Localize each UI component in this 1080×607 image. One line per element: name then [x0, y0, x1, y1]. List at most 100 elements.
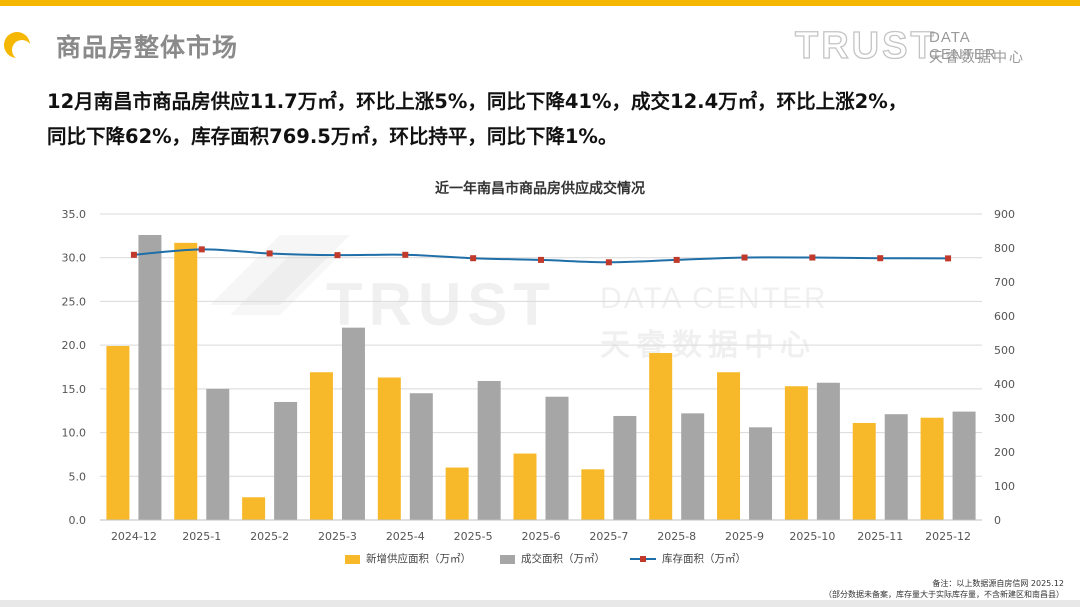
- deal-bar: [681, 413, 705, 520]
- y-right-tick-label: 400: [994, 378, 1015, 391]
- legend-swatch-deal: [500, 554, 515, 564]
- deal-bar: [341, 327, 365, 520]
- y-left-tick-label: 15.0: [62, 383, 87, 396]
- x-tick-label: 2025-7: [589, 530, 628, 543]
- inventory-point: [198, 246, 205, 253]
- deal-bar: [749, 427, 773, 520]
- deal-bar: [816, 382, 840, 520]
- x-tick-label: 2025-9: [725, 530, 764, 543]
- deal-bar: [545, 396, 569, 520]
- top-accent-bar: [0, 0, 1080, 6]
- inventory-point: [741, 254, 748, 261]
- legend-swatch-inventory: [630, 554, 656, 564]
- x-tick-label: 2025-11: [857, 530, 903, 543]
- legend-label-inventory: 库存面积（万㎡）: [662, 553, 746, 565]
- summary-line-2: 同比下降62%，库存面积769.5万㎡，环比持平，同比下降1%。: [47, 125, 618, 148]
- y-right-tick-label: 700: [994, 276, 1015, 289]
- y-right-tick-label: 200: [994, 446, 1015, 459]
- y-right-tick-label: 0: [994, 514, 1001, 527]
- brand-logo: TRUST DATA CENTER 天睿数据中心: [794, 25, 1035, 70]
- y-left-tick-label: 5.0: [69, 470, 87, 483]
- inventory-point: [809, 254, 816, 261]
- supply-bar: [513, 453, 537, 520]
- inventory-point: [402, 251, 409, 258]
- legend-item-inventory: 库存面积（万㎡）: [630, 551, 746, 566]
- y-left-tick-label: 25.0: [62, 295, 87, 308]
- x-tick-label: 2025-5: [454, 530, 493, 543]
- line-layer: [130, 246, 952, 266]
- inventory-point: [673, 256, 680, 263]
- chart-title: 近一年南昌市商品房供应成交情况: [435, 181, 645, 197]
- y-left-tick-label: 0.0: [69, 514, 87, 527]
- grid-layer: [100, 213, 982, 477]
- title-icon: [4, 32, 32, 60]
- deal-bar: [613, 415, 637, 520]
- supply-bar: [445, 467, 469, 520]
- y-right-tick-label: 500: [994, 344, 1015, 357]
- deal-bar: [138, 234, 162, 520]
- watermark-text: TRUST: [326, 271, 556, 338]
- supply-bar: [106, 346, 130, 520]
- logo-subtitle-cn: 天睿数据中心: [929, 50, 1025, 66]
- inventory-point: [130, 251, 137, 258]
- x-tick-label: 2025-3: [318, 530, 357, 543]
- page-title: 商品房整体市场: [56, 33, 239, 62]
- x-tick-label: 2025-6: [522, 530, 561, 543]
- y-right-tick-label: 800: [994, 242, 1015, 255]
- supply-bar: [581, 469, 605, 520]
- deal-bar: [206, 388, 230, 520]
- supply-bar: [717, 372, 741, 520]
- inventory-point: [266, 250, 273, 257]
- inventory-point: [945, 255, 952, 262]
- y-right-tick-label: 900: [994, 208, 1015, 221]
- supply-bar: [920, 417, 944, 520]
- legend-label-supply: 新增供应面积（万㎡）: [366, 553, 471, 565]
- inventory-point: [605, 259, 612, 266]
- x-tick-label: 2025-4: [386, 530, 425, 543]
- supply-bar: [309, 372, 333, 520]
- legend-swatch-supply: [345, 554, 360, 564]
- x-tick-label: 2025-1: [182, 530, 221, 543]
- deal-bar: [274, 401, 298, 520]
- inventory-point: [334, 252, 341, 259]
- y-left-tick-label: 10.0: [62, 427, 87, 440]
- y-right-tick-label: 100: [994, 480, 1015, 493]
- logo-wordmark: TRUST: [794, 25, 937, 67]
- supply-bar: [649, 353, 673, 520]
- supply-bar: [852, 422, 876, 520]
- y-right-tick-label: 600: [994, 310, 1015, 323]
- supply-deal-chart: 0.0 5.0 10.0 15.0 20.0 25.0 30.0 35.0 0 100 200 300…: [62, 208, 1016, 543]
- supply-bar: [377, 377, 401, 520]
- deal-bar: [884, 414, 908, 520]
- legend-item-supply: 新增供应面积（万㎡）: [345, 551, 471, 566]
- deal-bar: [409, 393, 433, 520]
- legend-item-deal: 成交面积（万㎡）: [500, 551, 605, 566]
- y-left-tick-label: 30.0: [62, 252, 87, 265]
- watermark-subtitle-en: DATA CENTER: [600, 282, 828, 315]
- inventory-point: [877, 255, 884, 262]
- x-tick-label: 2025-2: [250, 530, 289, 543]
- footnote-disclaimer: （部分数据未备案，库存量大于实际库存量，不含新建区和南昌县）: [824, 590, 1064, 599]
- y-right-tick-label: 300: [994, 412, 1015, 425]
- x-tick-label: 2024-12: [111, 530, 157, 543]
- x-tick-label: 2025-10: [789, 530, 835, 543]
- axis-layer: 0.0 5.0 10.0 15.0 20.0 25.0 30.0 35.0 0 100 200 300…: [62, 208, 1016, 543]
- legend-label-deal: 成交面积（万㎡）: [521, 553, 605, 565]
- x-tick-label: 2025-12: [925, 530, 971, 543]
- footnote-source: 备注：以上数据源自房信网 2025.12: [932, 579, 1064, 588]
- y-left-tick-label: 20.0: [62, 339, 87, 352]
- deal-bar: [952, 411, 976, 520]
- supply-bar: [784, 386, 808, 520]
- summary-line-1: 12月南昌市商品房供应11.7万㎡，环比上涨5%，同比下降41%，成交12.4万…: [47, 90, 908, 113]
- y-left-tick-label: 35.0: [62, 208, 87, 221]
- supply-bar: [174, 242, 198, 520]
- bar-layer: [106, 234, 976, 520]
- summary-text: 12月南昌市商品房供应11.7万㎡，环比上涨5%，同比下降41%，成交12.4万…: [47, 84, 1057, 154]
- x-tick-label: 2025-8: [657, 530, 696, 543]
- logo-subtitle-en: DATA CENTER: [929, 29, 997, 63]
- bottom-bar: [0, 600, 1080, 607]
- inventory-point: [538, 256, 544, 263]
- inventory-point: [470, 255, 477, 262]
- deal-bar: [477, 380, 501, 520]
- supply-bar: [242, 497, 266, 520]
